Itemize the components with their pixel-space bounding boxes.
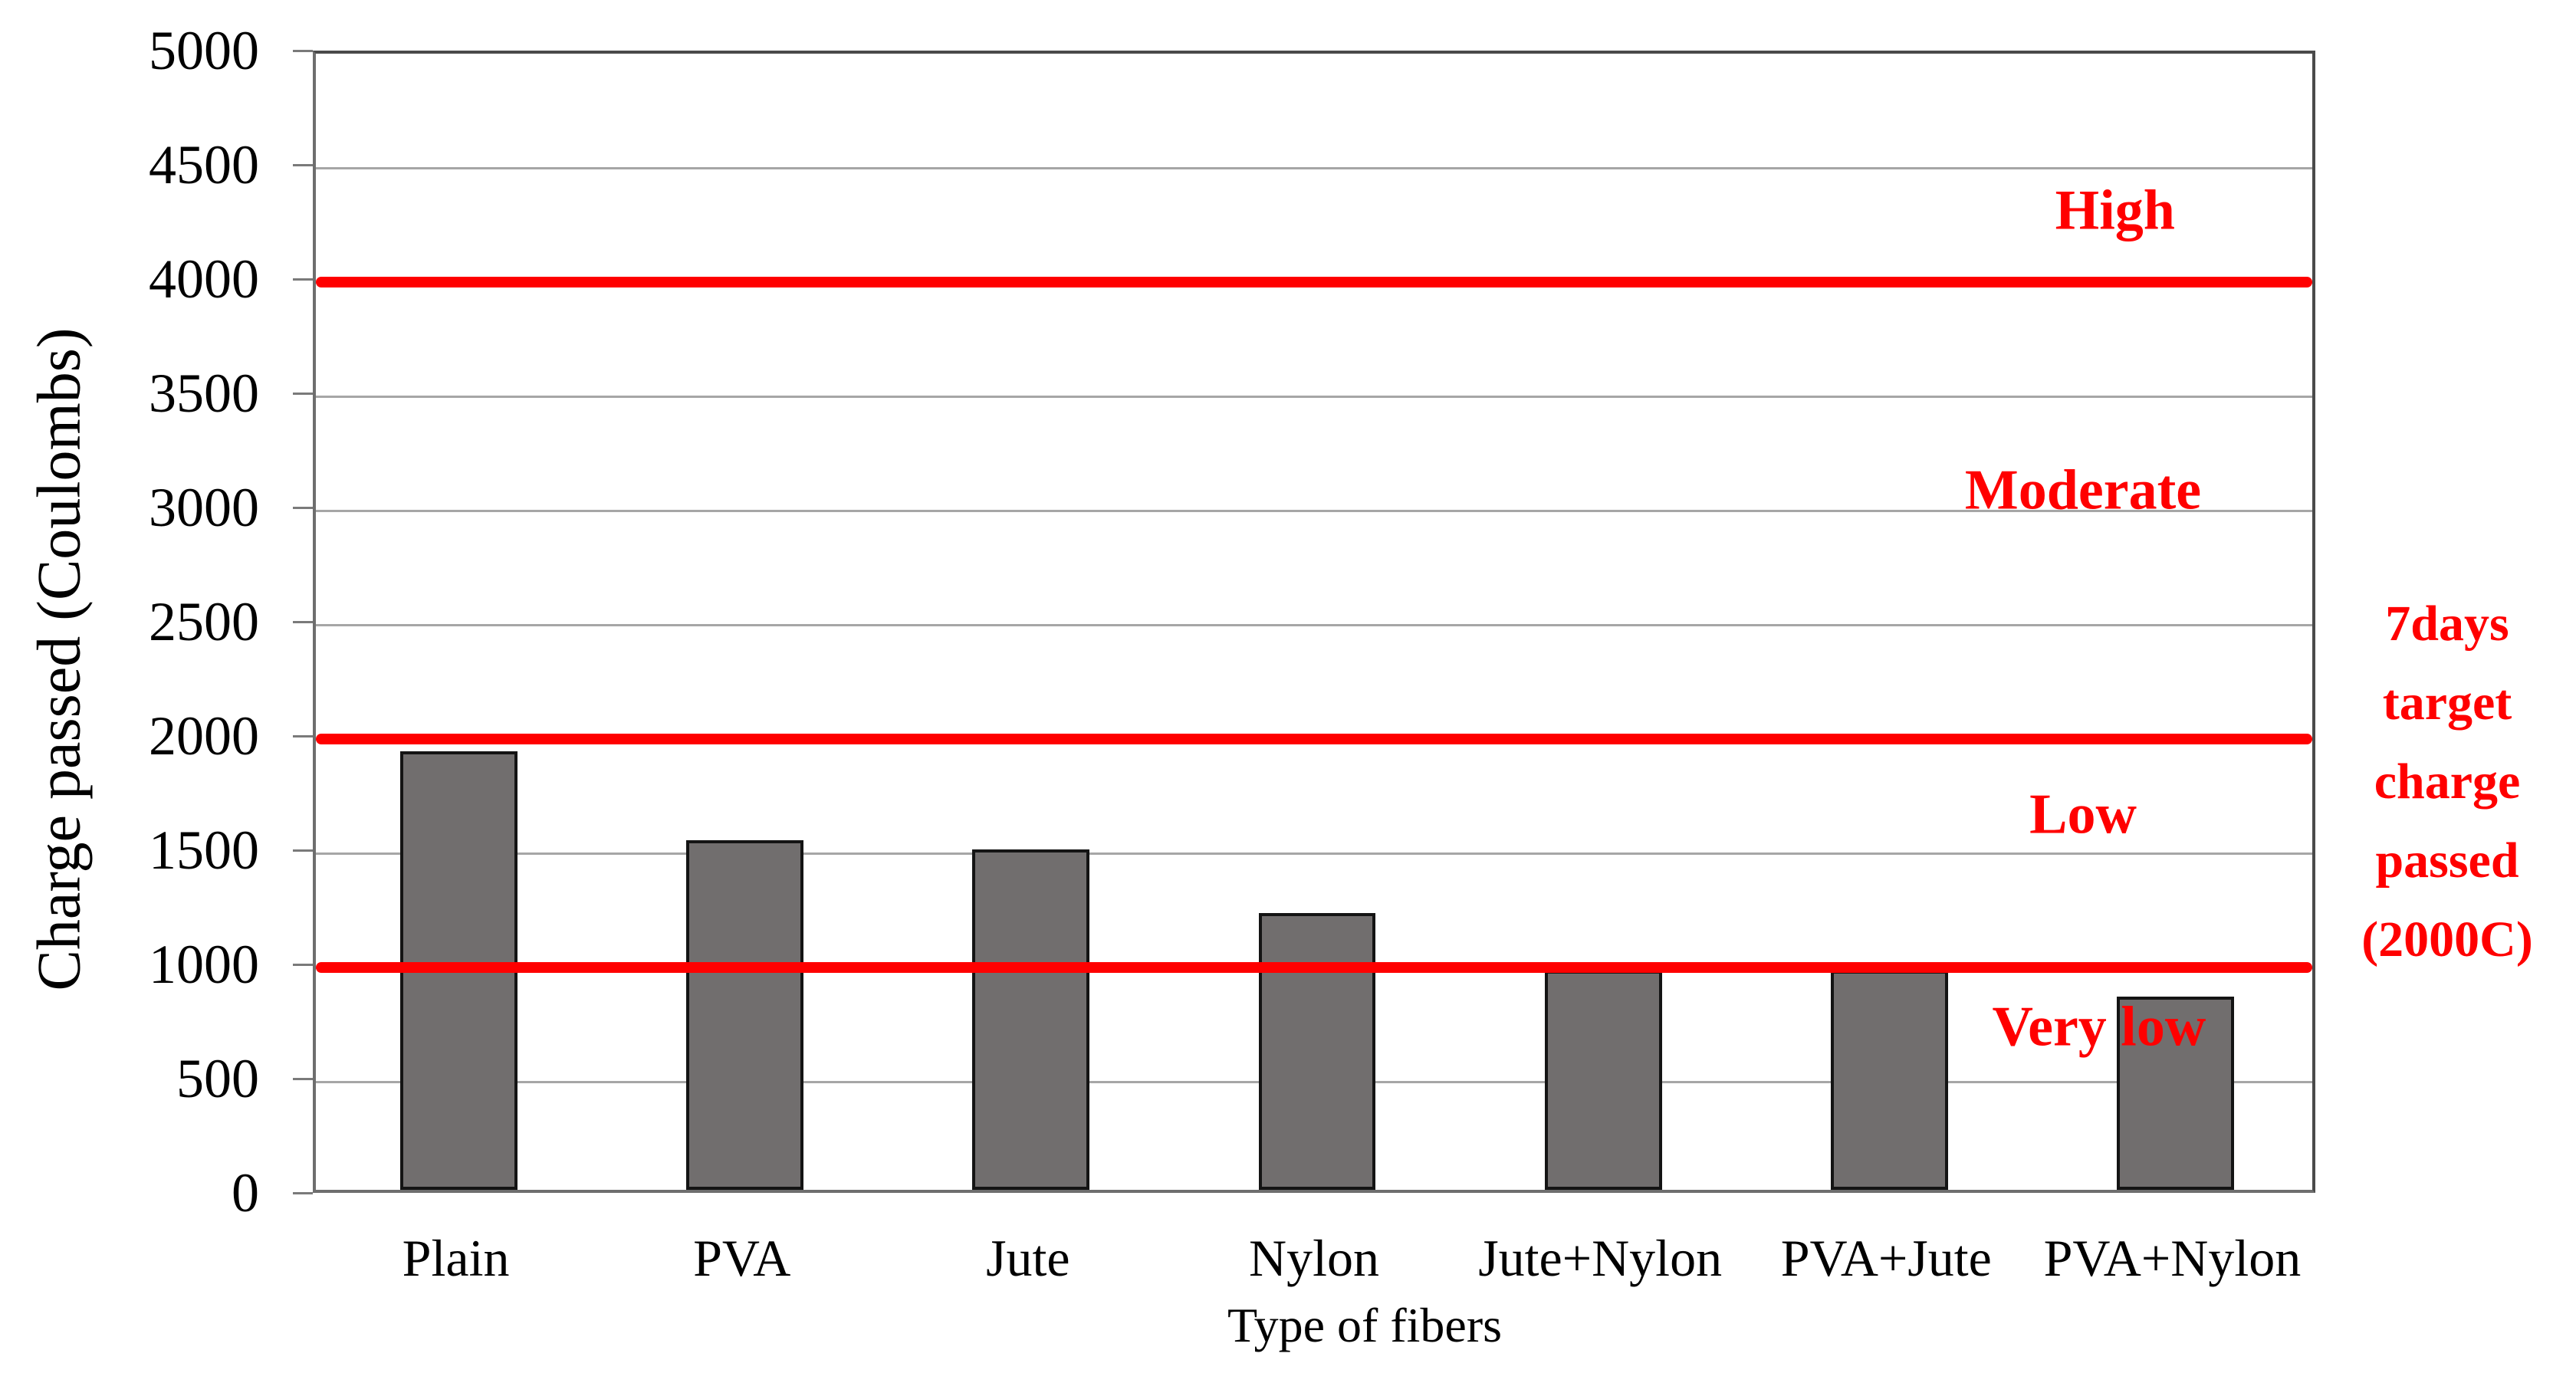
x-category-label: PVA+Jute xyxy=(1780,1229,1992,1287)
x-category-label: Jute xyxy=(986,1229,1070,1287)
reference-line xyxy=(316,962,2312,973)
gridline xyxy=(316,395,2312,398)
y-tick-label: 1000 xyxy=(149,934,259,995)
y-tick-label: 5000 xyxy=(149,20,259,81)
zone-label-very-low: Very low xyxy=(1992,995,2206,1059)
y-axis-tick xyxy=(293,849,313,852)
plot-area xyxy=(313,51,2315,1193)
bar xyxy=(972,849,1090,1190)
gridline xyxy=(316,623,2312,626)
x-category-label: PVA xyxy=(693,1229,791,1287)
y-tick-label: 0 xyxy=(232,1162,259,1224)
x-category-label: Plain xyxy=(402,1229,510,1287)
reference-line xyxy=(316,277,2312,287)
y-axis-tick xyxy=(293,506,313,509)
zone-label-moderate: Moderate xyxy=(1964,458,2202,522)
annotation-line: target xyxy=(2382,675,2512,731)
y-tick-label: 4000 xyxy=(149,248,259,310)
target-charge-annotation: 7days target charge passed (2000C) xyxy=(2318,584,2576,979)
y-tick-label: 2000 xyxy=(149,705,259,767)
y-axis-tick xyxy=(293,963,313,966)
bar xyxy=(2116,997,2234,1190)
y-axis-tick xyxy=(293,620,313,623)
y-tick-label: 4500 xyxy=(149,134,259,195)
y-tick-label: 1500 xyxy=(149,820,259,881)
y-tick-label: 2500 xyxy=(149,591,259,652)
x-category-label: PVA+Nylon xyxy=(2043,1229,2302,1287)
zone-label-high: High xyxy=(2055,179,2175,242)
y-axis-tick xyxy=(293,1077,313,1080)
bar xyxy=(1544,970,1662,1190)
bar xyxy=(686,840,804,1190)
annotation-line: charge xyxy=(2374,754,2521,810)
x-axis-title: Type of fibers xyxy=(1227,1298,1503,1352)
annotation-line: passed xyxy=(2375,833,2519,889)
x-category-label: Nylon xyxy=(1248,1229,1379,1287)
annotation-line: 7days xyxy=(2385,596,2509,652)
gridline xyxy=(316,166,2312,169)
y-axis-title: Charge passed (Coulombs) xyxy=(25,327,94,991)
y-axis-tick xyxy=(293,163,313,166)
bar xyxy=(1258,913,1376,1190)
y-axis-tick xyxy=(293,278,313,281)
y-axis-tick xyxy=(293,392,313,395)
y-axis-tick xyxy=(293,49,313,52)
gridline xyxy=(316,852,2312,855)
y-tick-label: 500 xyxy=(176,1048,259,1109)
y-axis-tick xyxy=(293,1191,313,1194)
annotation-line: (2000C) xyxy=(2361,912,2533,967)
gridline xyxy=(316,509,2312,512)
zone-label-low: Low xyxy=(2029,783,2137,846)
bar xyxy=(1830,970,1948,1190)
x-category-label: Jute+Nylon xyxy=(1478,1229,1723,1287)
reference-line xyxy=(316,734,2312,744)
y-tick-label: 3500 xyxy=(149,363,259,424)
y-tick-label: 3000 xyxy=(149,477,259,538)
y-axis-tick xyxy=(293,734,313,737)
